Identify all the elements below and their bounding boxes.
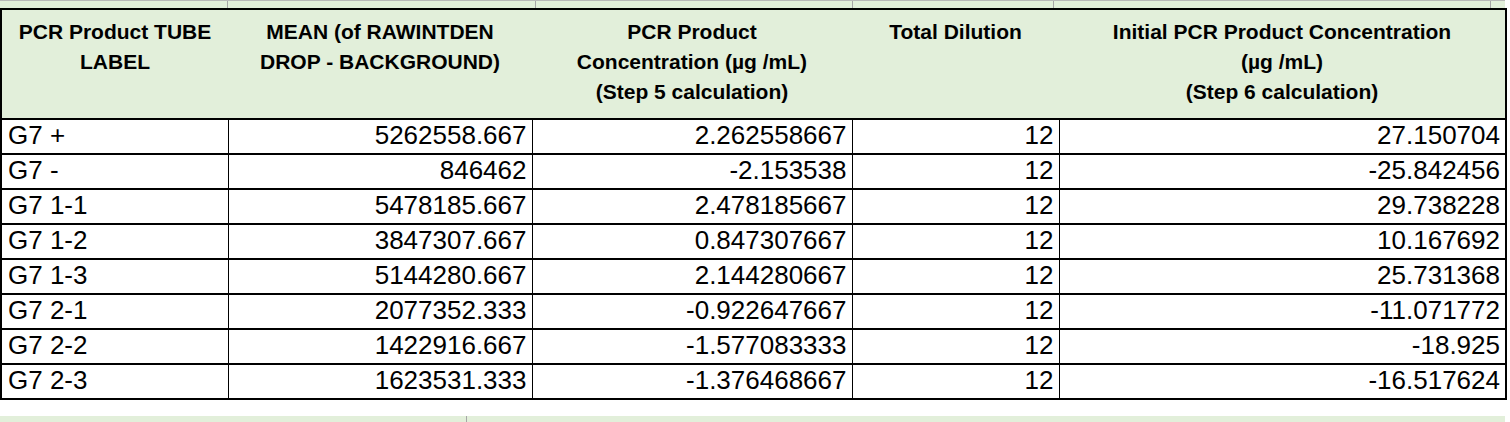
header-line: (Step 6 calculation) (1060, 77, 1504, 107)
cell-pcr_conc[interactable]: -0.922647667 (532, 294, 852, 329)
cell-mean_rawintden[interactable]: 846462 (228, 154, 532, 189)
header-cell-pcr_conc[interactable]: PCR ProductConcentration (µg /mL)(Step 5… (532, 9, 852, 119)
header-line: DROP - BACKGROUND) (229, 47, 531, 77)
cell-tube_label[interactable]: G7 - (1, 154, 228, 189)
cell-initial_conc[interactable]: 25.731368 (1059, 259, 1506, 294)
table-row: G7 1-15478185.6672.4781856671229.738228 (1, 189, 1506, 224)
cell-total_dilution[interactable]: 12 (852, 154, 1059, 189)
header-row: PCR Product TUBELABELMEAN (of RAWINTDEND… (1, 9, 1506, 119)
cell-initial_conc[interactable]: -25.842456 (1059, 154, 1506, 189)
gridline (466, 416, 467, 422)
table-row: G7 2-31623531.333-1.37646866712-16.51762… (1, 364, 1506, 399)
header-line: Initial PCR Product Concentration (1060, 17, 1504, 47)
header-cell-tube_label[interactable]: PCR Product TUBELABEL (1, 9, 228, 119)
table-row: G7 2-12077352.333-0.92264766712-11.07177… (1, 294, 1506, 329)
cell-pcr_conc[interactable]: -2.153538 (532, 154, 852, 189)
header-line: (Step 5 calculation) (533, 77, 851, 107)
cell-tube_label[interactable]: G7 1-1 (1, 189, 228, 224)
table-row: G7 2-21422916.667-1.57708333312-18.925 (1, 329, 1506, 364)
row-below-sliver (0, 416, 1505, 422)
cell-mean_rawintden[interactable]: 1623531.333 (228, 364, 532, 399)
cell-tube_label[interactable]: G7 2-1 (1, 294, 228, 329)
header-line: PCR Product (533, 17, 851, 47)
cell-initial_conc[interactable]: 27.150704 (1059, 119, 1506, 154)
cell-tube_label[interactable]: G7 2-3 (1, 364, 228, 399)
header-line: Concentration (µg /mL) (533, 47, 851, 77)
cell-pcr_conc[interactable]: 2.144280667 (532, 259, 852, 294)
cell-mean_rawintden[interactable]: 5262558.667 (228, 119, 532, 154)
cell-total_dilution[interactable]: 12 (852, 119, 1059, 154)
cell-pcr_conc[interactable]: 2.478185667 (532, 189, 852, 224)
cell-pcr_conc[interactable]: 0.847307667 (532, 224, 852, 259)
table-row: G7 1-23847307.6670.8473076671210.167692 (1, 224, 1506, 259)
cell-pcr_conc[interactable]: -1.577083333 (532, 329, 852, 364)
table-row: G7 1-35144280.6672.1442806671225.731368 (1, 259, 1506, 294)
cell-tube_label[interactable]: G7 + (1, 119, 228, 154)
cell-initial_conc[interactable]: 29.738228 (1059, 189, 1506, 224)
cell-tube_label[interactable]: G7 2-2 (1, 329, 228, 364)
cell-total_dilution[interactable]: 12 (852, 224, 1059, 259)
cell-initial_conc[interactable]: -18.925 (1059, 329, 1506, 364)
table-row: G7 -846462-2.15353812-25.842456 (1, 154, 1506, 189)
cell-tube_label[interactable]: G7 1-2 (1, 224, 228, 259)
cell-initial_conc[interactable]: 10.167692 (1059, 224, 1506, 259)
table-row: G7 +5262558.6672.2625586671227.150704 (1, 119, 1506, 154)
header-cell-total_dilution[interactable]: Total Dilution (852, 9, 1059, 119)
cell-mean_rawintden[interactable]: 3847307.667 (228, 224, 532, 259)
cell-initial_conc[interactable]: -11.071772 (1059, 294, 1506, 329)
spreadsheet-view: PCR Product TUBELABELMEAN (of RAWINTDEND… (0, 0, 1510, 422)
header-cell-initial_conc[interactable]: Initial PCR Product Concentration(µg /mL… (1059, 9, 1506, 119)
header-line: PCR Product TUBE (3, 17, 227, 47)
table-body: G7 +5262558.6672.2625586671227.150704G7 … (1, 119, 1506, 399)
cell-pcr_conc[interactable]: -1.376468667 (532, 364, 852, 399)
cell-total_dilution[interactable]: 12 (852, 259, 1059, 294)
pcr-product-table: PCR Product TUBELABELMEAN (of RAWINTDEND… (0, 8, 1507, 400)
header-line: LABEL (3, 47, 227, 77)
cell-mean_rawintden[interactable]: 5144280.667 (228, 259, 532, 294)
cell-mean_rawintden[interactable]: 5478185.667 (228, 189, 532, 224)
cell-initial_conc[interactable]: -16.517624 (1059, 364, 1506, 399)
header-line: (µg /mL) (1060, 47, 1504, 77)
cell-mean_rawintden[interactable]: 1422916.667 (228, 329, 532, 364)
header-line: MEAN (of RAWINTDEN (229, 17, 531, 47)
header-line: Total Dilution (853, 17, 1058, 47)
cell-total_dilution[interactable]: 12 (852, 189, 1059, 224)
cell-total_dilution[interactable]: 12 (852, 329, 1059, 364)
cell-pcr_conc[interactable]: 2.262558667 (532, 119, 852, 154)
cell-tube_label[interactable]: G7 1-3 (1, 259, 228, 294)
cell-total_dilution[interactable]: 12 (852, 294, 1059, 329)
cell-total_dilution[interactable]: 12 (852, 364, 1059, 399)
table-header: PCR Product TUBELABELMEAN (of RAWINTDEND… (1, 9, 1506, 119)
header-cell-mean_rawintden[interactable]: MEAN (of RAWINTDENDROP - BACKGROUND) (228, 9, 532, 119)
cell-mean_rawintden[interactable]: 2077352.333 (228, 294, 532, 329)
